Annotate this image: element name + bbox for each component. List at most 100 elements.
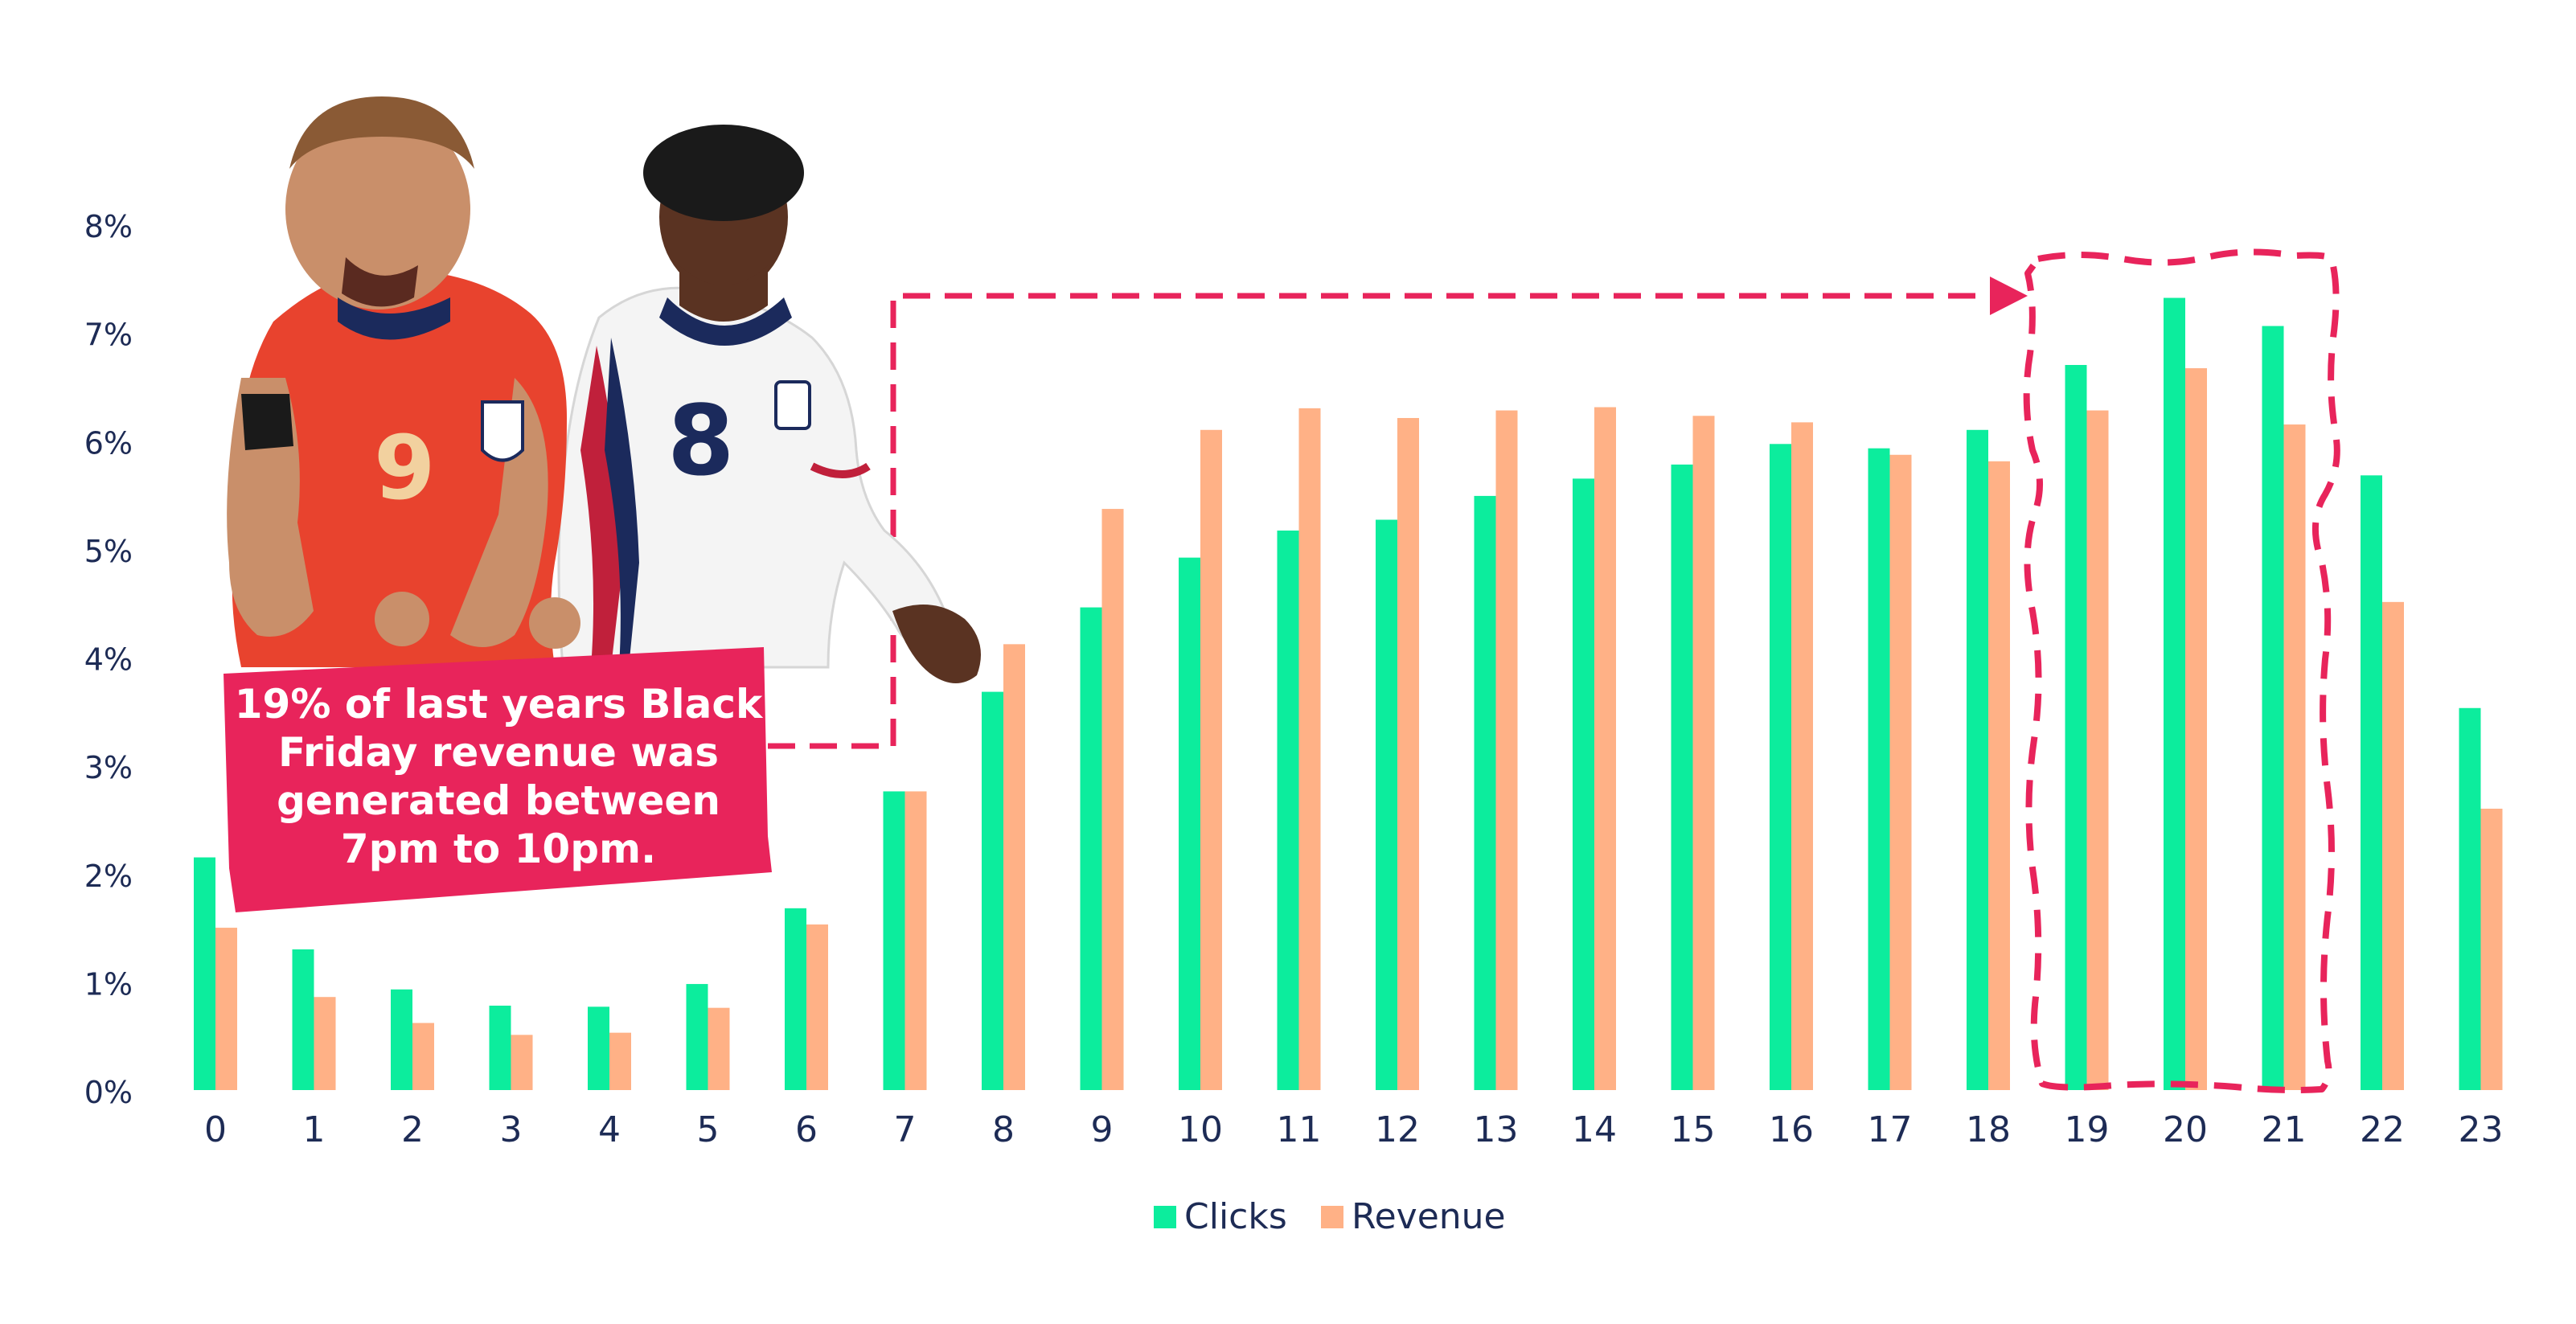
- bar-revenue-9: [1101, 509, 1124, 1090]
- bar-clicks-6: [785, 908, 806, 1090]
- bar-clicks-14: [1573, 478, 1594, 1090]
- connector-arrowhead: [1990, 277, 2028, 315]
- x-tick-label: 18: [1966, 1109, 2011, 1150]
- bar-revenue-17: [1889, 454, 1912, 1090]
- bar-revenue-5: [708, 1007, 730, 1090]
- x-tick-label: 0: [204, 1109, 227, 1150]
- bar-clicks-10: [1179, 557, 1200, 1090]
- bar-revenue-4: [609, 1032, 631, 1090]
- x-tick-label: 17: [1868, 1109, 1913, 1150]
- x-tick-label: 11: [1277, 1109, 1322, 1150]
- callout-text: 19% of last years Black Friday revenue wa…: [235, 681, 764, 872]
- bar-revenue-21: [2283, 424, 2306, 1090]
- football-players-illustration: 8 9: [227, 96, 981, 683]
- bar-revenue-0: [215, 928, 237, 1090]
- bar-revenue-23: [2480, 808, 2503, 1090]
- highlight-box-19-21: [2023, 248, 2340, 1093]
- bar-revenue-1: [314, 997, 336, 1090]
- y-tick-label: 7%: [84, 318, 133, 353]
- bar-clicks-7: [883, 791, 905, 1090]
- x-tick-label: 13: [1474, 1109, 1519, 1150]
- bar-clicks-3: [489, 1005, 511, 1090]
- bar-revenue-20: [2185, 368, 2207, 1090]
- x-tick-label: 19: [2065, 1109, 2110, 1150]
- bar-clicks-12: [1376, 519, 1397, 1090]
- bar-clicks-0: [194, 857, 215, 1090]
- x-tick-label: 7: [894, 1109, 917, 1150]
- bar-revenue-2: [412, 1023, 434, 1090]
- bar-revenue-10: [1200, 429, 1222, 1090]
- x-tick-label: 23: [2459, 1109, 2504, 1150]
- bar-series: [194, 297, 2503, 1090]
- y-tick-label: 1%: [84, 966, 133, 1002]
- y-tick-label: 3%: [84, 750, 133, 785]
- callout-line: 19% of last years Black: [235, 681, 764, 728]
- bar-clicks-2: [391, 989, 412, 1090]
- callout-box: 19% of last years Black Friday revenue wa…: [224, 647, 772, 912]
- callout-line: 7pm to 10pm.: [341, 826, 656, 872]
- legend-label-clicks: Clicks: [1184, 1196, 1287, 1237]
- bar-clicks-15: [1671, 464, 1693, 1090]
- bar-revenue-18: [1988, 461, 2010, 1090]
- bar-revenue-14: [1594, 407, 1616, 1090]
- bar-clicks-22: [2361, 475, 2382, 1090]
- x-tick-label: 9: [1091, 1109, 1114, 1150]
- bar-revenue-13: [1495, 410, 1518, 1090]
- chart-legend: Clicks Revenue: [1154, 1196, 1506, 1237]
- y-tick-label: 8%: [84, 209, 133, 244]
- callout-background: [224, 647, 772, 912]
- x-tick-label: 22: [2360, 1109, 2405, 1150]
- callout-line: generated between: [277, 777, 720, 824]
- y-tick-label: 6%: [84, 425, 133, 461]
- x-tick-label: 16: [1769, 1109, 1814, 1150]
- x-tick-label: 1: [303, 1109, 326, 1150]
- bar-clicks-16: [1770, 444, 1791, 1090]
- y-axis-tick-labels: 0% 1% 2% 3% 4% 5% 6% 7% 8%: [84, 209, 133, 1110]
- bar-clicks-20: [2164, 297, 2185, 1090]
- y-tick-label: 0%: [84, 1075, 133, 1110]
- x-tick-label: 20: [2163, 1109, 2208, 1150]
- bar-revenue-12: [1397, 417, 1419, 1090]
- player-white-kit: 8: [557, 125, 981, 683]
- bar-revenue-16: [1791, 422, 1813, 1090]
- bar-revenue-7: [904, 791, 927, 1090]
- bar-clicks-18: [1967, 429, 1988, 1090]
- x-tick-label: 14: [1572, 1109, 1617, 1150]
- x-tick-label: 21: [2262, 1109, 2307, 1150]
- svg-text:8: 8: [667, 386, 735, 498]
- x-tick-label: 4: [598, 1109, 621, 1150]
- x-tick-label: 15: [1671, 1109, 1716, 1150]
- x-tick-label: 2: [401, 1109, 424, 1150]
- legend-swatch-clicks: [1154, 1206, 1176, 1228]
- bar-clicks-19: [2065, 365, 2087, 1090]
- bar-clicks-21: [2262, 326, 2284, 1090]
- x-tick-label: 8: [992, 1109, 1015, 1150]
- legend-swatch-revenue: [1321, 1206, 1343, 1228]
- bar-clicks-13: [1474, 495, 1496, 1090]
- callout-line: Friday revenue was: [278, 729, 719, 776]
- bar-revenue-6: [806, 924, 828, 1090]
- bar-revenue-22: [2382, 601, 2404, 1090]
- callout-connector-line: [768, 293, 1994, 749]
- x-tick-label: 12: [1375, 1109, 1420, 1150]
- bar-revenue-19: [2086, 410, 2109, 1090]
- bar-clicks-4: [588, 1006, 609, 1090]
- x-tick-label: 6: [795, 1109, 818, 1150]
- y-tick-label: 5%: [84, 534, 133, 569]
- bar-revenue-15: [1692, 416, 1715, 1090]
- bar-clicks-17: [1868, 448, 1890, 1090]
- bar-clicks-8: [982, 691, 1003, 1090]
- x-tick-label: 3: [500, 1109, 523, 1150]
- bar-clicks-9: [1080, 607, 1102, 1090]
- y-tick-label: 2%: [84, 859, 133, 894]
- x-tick-label: 10: [1178, 1109, 1223, 1150]
- legend-label-revenue: Revenue: [1352, 1196, 1506, 1237]
- y-tick-label: 4%: [84, 642, 133, 678]
- bar-clicks-11: [1277, 530, 1299, 1090]
- x-tick-label: 5: [697, 1109, 720, 1150]
- bar-revenue-8: [1003, 644, 1025, 1090]
- bar-clicks-23: [2459, 707, 2481, 1090]
- bar-clicks-1: [292, 949, 314, 1090]
- bar-revenue-11: [1298, 408, 1321, 1090]
